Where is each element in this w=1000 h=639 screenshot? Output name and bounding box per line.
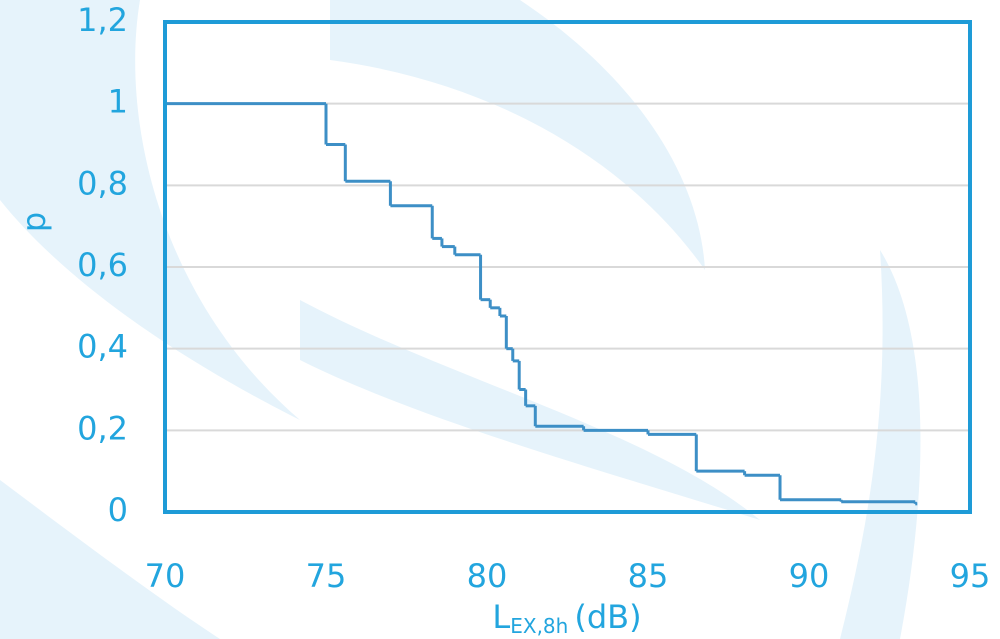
y-tick-label: 1 bbox=[108, 83, 128, 121]
x-tick-label: 80 bbox=[467, 557, 508, 595]
x-tick-label: 95 bbox=[950, 557, 991, 595]
y-tick-label: 0,2 bbox=[77, 409, 128, 447]
x-tick-label: 85 bbox=[628, 557, 669, 595]
x-axis-label-main: L bbox=[492, 598, 510, 636]
x-tick-label: 75 bbox=[306, 557, 347, 595]
y-tick-label: 0,4 bbox=[77, 328, 128, 366]
x-tick-label: 90 bbox=[789, 557, 830, 595]
y-tick-label: 0,8 bbox=[77, 164, 128, 202]
x-axis-label: LEX,8h(dB) bbox=[492, 598, 641, 638]
y-axis-label: p bbox=[15, 212, 53, 232]
page: {"chart_data": {"type": "step", "y_label… bbox=[0, 0, 1000, 639]
x-axis-label-unit: (dB) bbox=[574, 598, 641, 636]
y-tick-label: 0,6 bbox=[77, 246, 128, 284]
y-tick-label: 1,2 bbox=[77, 1, 128, 39]
y-tick-label: 0 bbox=[108, 491, 128, 529]
background-decoration bbox=[0, 0, 920, 639]
x-tick-label: 70 bbox=[145, 557, 186, 595]
chart: p LEX,8h(dB) 0 0,2 0,4 0,6 0,8 1 1,2 70 75 80 85 90… bbox=[0, 0, 1000, 639]
x-axis-label-sub: EX,8h bbox=[510, 614, 568, 638]
